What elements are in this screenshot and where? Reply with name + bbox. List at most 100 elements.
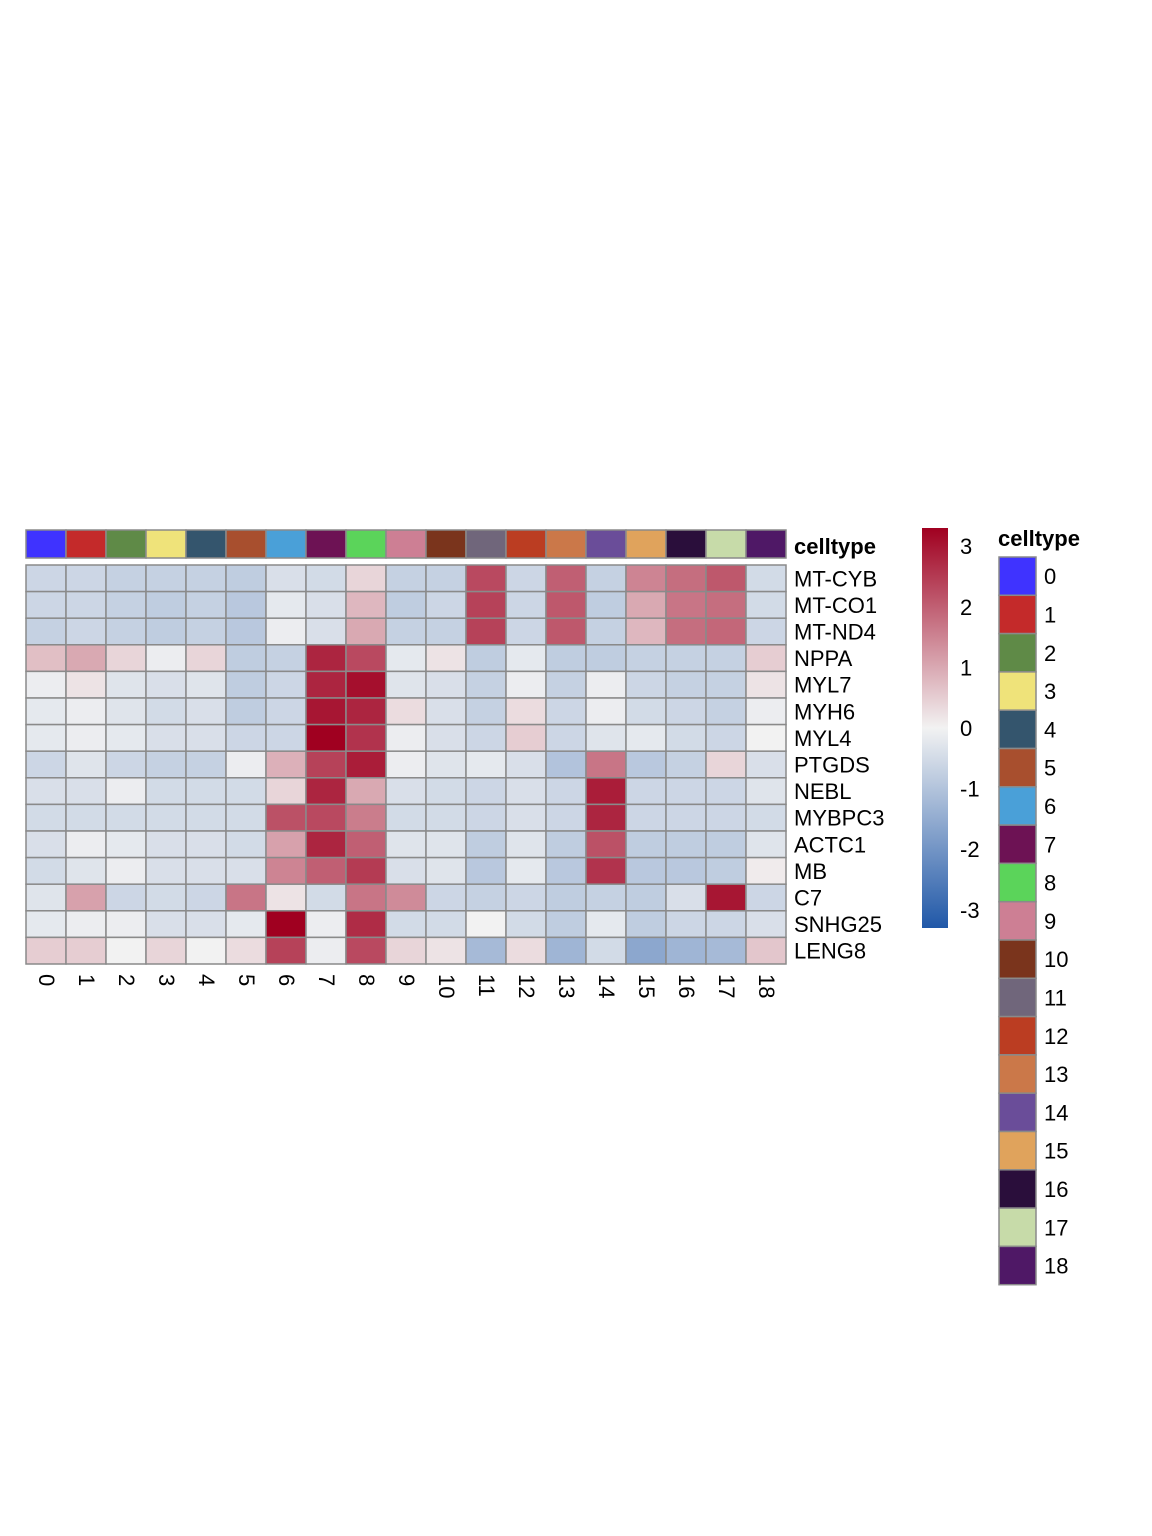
heatmap-cell xyxy=(65,830,107,859)
heatmap-cell xyxy=(745,936,787,965)
row-label: LENG8 xyxy=(794,939,866,964)
celltype-legend-swatch xyxy=(998,862,1037,903)
heatmap-cell xyxy=(745,910,787,939)
heatmap-cell xyxy=(505,830,547,859)
heatmap-cell xyxy=(625,856,667,885)
heatmap-cell xyxy=(305,883,347,912)
heatmap-cell xyxy=(745,856,787,885)
heatmap-cell xyxy=(745,883,787,912)
row-labels: MT-CYBMT-CO1MT-ND4NPPAMYL7MYH6MYL4PTGDSN… xyxy=(794,566,884,963)
row-label: MT-ND4 xyxy=(794,620,876,645)
heatmap-cell xyxy=(345,883,387,912)
heatmap-cell xyxy=(625,883,667,912)
heatmap-cell xyxy=(305,564,347,593)
heatmap-cell xyxy=(65,670,107,699)
heatmap-cell xyxy=(65,617,107,646)
heatmap-cell xyxy=(65,723,107,752)
heatmap-cell xyxy=(385,564,427,593)
color-scale-tick-label: -2 xyxy=(960,837,980,862)
celltype-annotation-cell xyxy=(145,529,187,559)
heatmap-cell xyxy=(465,910,507,939)
heatmap-cell xyxy=(745,697,787,726)
celltype-legend-swatch xyxy=(998,1207,1037,1248)
column-label: 4 xyxy=(194,974,219,986)
heatmap-cell xyxy=(265,750,307,779)
heatmap-cell xyxy=(585,856,627,885)
celltype-legend-label: 10 xyxy=(1044,947,1068,972)
celltype-legend-label: 12 xyxy=(1044,1024,1068,1049)
heatmap-cell xyxy=(705,856,747,885)
heatmap-cell xyxy=(65,936,107,965)
heatmap-cell xyxy=(25,803,67,832)
celltype-legend-label: 6 xyxy=(1044,794,1056,819)
heatmap-cell xyxy=(425,830,467,859)
heatmap-cell xyxy=(345,910,387,939)
row-label: MYL7 xyxy=(794,673,851,698)
heatmap-cell xyxy=(225,697,267,726)
heatmap-cell xyxy=(505,590,547,619)
celltype-legend-label: 18 xyxy=(1044,1254,1068,1279)
row-label: MYH6 xyxy=(794,699,855,724)
celltype-legend-swatch xyxy=(998,1245,1037,1286)
heatmap-cell xyxy=(665,590,707,619)
celltype-legend-label: 17 xyxy=(1044,1215,1068,1240)
heatmap-cell xyxy=(545,590,587,619)
heatmap-cell xyxy=(425,564,467,593)
heatmap-cell xyxy=(105,856,147,885)
color-scale-legend: -3 -2 -1 0 1 2 3 xyxy=(922,528,980,928)
heatmap-cell xyxy=(265,830,307,859)
heatmap-cell xyxy=(625,617,667,646)
heatmap-cell xyxy=(625,697,667,726)
heatmap-cell xyxy=(705,670,747,699)
celltype-annotation-cell xyxy=(265,529,307,559)
heatmap-cell xyxy=(465,856,507,885)
heatmap-cell xyxy=(705,590,747,619)
heatmap-cell xyxy=(145,590,187,619)
heatmap-cell xyxy=(665,670,707,699)
heatmap-cell xyxy=(145,777,187,806)
heatmap-cell xyxy=(545,803,587,832)
heatmap-cell xyxy=(25,936,67,965)
celltype-legend-label: 0 xyxy=(1044,564,1056,589)
heatmap-cell xyxy=(305,644,347,673)
heatmap-cell xyxy=(585,644,627,673)
heatmap-cell xyxy=(145,883,187,912)
heatmap-cell xyxy=(145,564,187,593)
heatmap-cell xyxy=(625,723,667,752)
heatmap-cell xyxy=(625,936,667,965)
row-label: MB xyxy=(794,859,827,884)
heatmap-cell xyxy=(105,750,147,779)
heatmap-cell xyxy=(305,936,347,965)
celltype-legend-label: 2 xyxy=(1044,641,1056,666)
column-label: 1 xyxy=(74,974,99,986)
heatmap-cell xyxy=(585,750,627,779)
celltype-legend-label: 16 xyxy=(1044,1177,1068,1202)
heatmap-cell xyxy=(665,723,707,752)
heatmap-cell xyxy=(25,644,67,673)
heatmap-cell xyxy=(305,910,347,939)
heatmap-cell xyxy=(625,564,667,593)
heatmap-cell xyxy=(425,936,467,965)
heatmap-cell xyxy=(25,590,67,619)
heatmap-cell xyxy=(665,803,707,832)
heatmap-cell xyxy=(505,910,547,939)
heatmap-cell xyxy=(145,803,187,832)
heatmap-cell xyxy=(665,883,707,912)
celltype-legend-swatch xyxy=(998,594,1037,635)
heatmap-cell xyxy=(705,644,747,673)
celltype-legend-swatch xyxy=(998,1015,1037,1056)
celltype-legend-label: 15 xyxy=(1044,1139,1068,1164)
heatmap-cell xyxy=(225,564,267,593)
heatmap-cell xyxy=(705,564,747,593)
celltype-legend-label: 9 xyxy=(1044,909,1056,934)
heatmap-cell xyxy=(505,883,547,912)
heatmap-cell xyxy=(425,590,467,619)
row-label: C7 xyxy=(794,886,822,911)
celltype-annotation-cell xyxy=(465,529,507,559)
heatmap-cell xyxy=(545,564,587,593)
celltype-annotation-cell xyxy=(505,529,547,559)
heatmap-cell xyxy=(265,644,307,673)
celltype-annotation-cell xyxy=(425,529,467,559)
heatmap-cell xyxy=(665,936,707,965)
heatmap-cell xyxy=(665,856,707,885)
